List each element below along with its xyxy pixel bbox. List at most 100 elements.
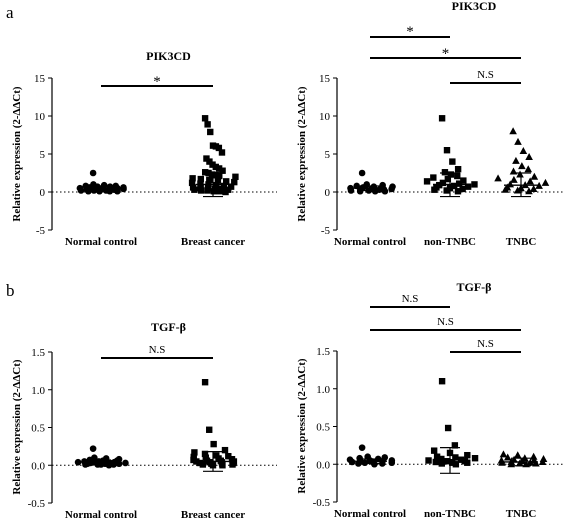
panel-letter-a: a — [6, 3, 14, 22]
data-point — [191, 186, 198, 193]
significance-label: N.S — [402, 293, 419, 305]
data-point — [105, 461, 113, 469]
data-point — [74, 458, 82, 466]
data-point — [201, 450, 209, 458]
data-point — [538, 457, 547, 465]
data-point — [471, 181, 478, 188]
y-axis-label: Relative expression (2-ΔΔCt) — [11, 359, 23, 495]
data-point — [201, 379, 209, 386]
data-point — [96, 187, 103, 195]
y-tick-label: 5 — [325, 149, 331, 161]
data-point — [433, 453, 441, 460]
chart-title: PIK3CD — [146, 49, 191, 63]
data-point — [232, 173, 239, 180]
y-tick-label: 0 — [325, 187, 331, 199]
data-point — [455, 180, 463, 187]
significance-label: N.S — [437, 316, 454, 328]
data-point — [216, 172, 223, 180]
panel-letter-b: b — [6, 281, 15, 300]
data-point — [535, 181, 543, 189]
data-point — [204, 187, 211, 194]
data-point — [512, 156, 520, 164]
data-point — [189, 175, 196, 182]
series-tnbc — [497, 450, 548, 468]
y-tick-label: 1.0 — [31, 385, 45, 397]
data-point — [452, 461, 460, 468]
data-point — [515, 459, 524, 467]
data-point — [205, 169, 212, 177]
data-point — [89, 445, 97, 452]
series-non-tnbc — [423, 115, 478, 198]
data-point — [214, 177, 222, 184]
x-category-normal-control: Normal control — [65, 236, 137, 248]
data-point — [454, 188, 462, 195]
data-point — [361, 459, 369, 467]
data-point — [206, 176, 213, 184]
data-point — [513, 451, 522, 459]
y-tick-label: -0.5 — [313, 497, 331, 509]
data-point — [501, 185, 510, 193]
data-point — [188, 179, 196, 187]
data-point — [219, 462, 226, 469]
data-point — [525, 153, 533, 161]
data-point — [464, 451, 471, 459]
y-axis-label: Relative expression (2-ΔΔCt) — [296, 86, 308, 222]
significance-label: N.S — [149, 344, 166, 356]
y-tick-label: 15 — [319, 73, 331, 85]
y-axis-label: Relative expression (2-ΔΔCt) — [296, 358, 308, 494]
significance-label: * — [406, 24, 414, 40]
data-point — [449, 459, 456, 466]
y-tick-label: 0.0 — [31, 460, 45, 472]
chart-pik3cd-two-group: PIK3CD -5 0 5 10 15 Relative expression (2-ΔΔC… — [11, 49, 277, 248]
data-point — [432, 458, 439, 466]
data-point — [77, 187, 85, 194]
chart-pik3cd-three-group: PIK3CD -5 0 5 10 15 Relative expression (2-ΔΔC… — [296, 0, 563, 248]
data-point — [197, 175, 205, 183]
data-point — [430, 447, 438, 454]
data-point — [215, 144, 223, 152]
x-category-non-tnbc: non-TNBC — [424, 508, 476, 520]
y-tick-label: 15 — [34, 73, 46, 85]
chart-title: TGF-β — [151, 320, 186, 334]
data-point — [219, 167, 226, 174]
data-point — [206, 426, 213, 433]
data-point — [499, 450, 508, 458]
x-category-normal-control: Normal control — [65, 509, 137, 521]
y-tick-label: 5 — [40, 149, 46, 161]
data-point — [441, 169, 449, 176]
data-point — [444, 424, 452, 432]
series-breast-cancer — [190, 379, 238, 472]
data-point — [197, 187, 205, 194]
y-tick-label: -5 — [36, 225, 46, 237]
x-category-tnbc: TNBC — [506, 236, 537, 248]
y-axis-label: Relative expression (2-ΔΔCt) — [11, 86, 23, 222]
data-point — [120, 185, 127, 193]
data-point — [216, 188, 224, 195]
data-point — [347, 187, 355, 194]
data-point — [213, 181, 220, 189]
data-point — [464, 459, 471, 466]
data-point — [451, 442, 459, 449]
data-point — [85, 187, 92, 195]
data-point — [452, 454, 459, 461]
data-point — [518, 162, 526, 170]
data-point — [229, 461, 236, 468]
significance-label: N.S — [477, 338, 494, 350]
data-point — [209, 161, 216, 168]
data-point — [210, 440, 217, 448]
data-point — [348, 458, 356, 466]
data-point — [498, 458, 506, 466]
data-point — [516, 170, 524, 178]
data-point — [207, 128, 214, 136]
series-normal-control — [346, 444, 396, 468]
y-tick-label: 1.0 — [316, 384, 330, 396]
y-tick-label: 10 — [319, 111, 331, 123]
data-point — [526, 177, 534, 185]
data-point — [231, 178, 238, 186]
data-point — [471, 455, 479, 462]
x-category-normal-control: Normal control — [334, 236, 406, 248]
data-point — [425, 457, 432, 464]
data-point — [447, 171, 455, 178]
data-point — [431, 186, 438, 193]
x-category-tnbc: TNBC — [506, 508, 537, 520]
